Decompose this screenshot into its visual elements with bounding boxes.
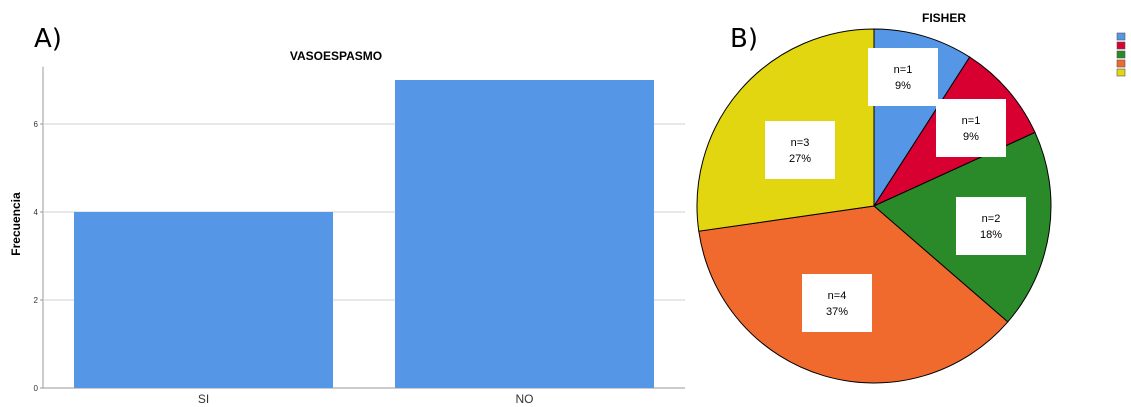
pie-chart-title: FISHER <box>922 11 966 25</box>
legend-swatch <box>1116 41 1126 50</box>
y-tick-label: 0 <box>34 384 39 393</box>
y-axis-label: Frecuencia <box>9 192 23 256</box>
pie-percent-label: 9% <box>895 80 911 92</box>
bar-si <box>74 212 333 388</box>
pie-slice-label: n=437% <box>802 274 872 332</box>
pie-slice-label: n=19% <box>936 99 1006 157</box>
pie-slice-label: n=218% <box>956 197 1026 255</box>
legend-swatch <box>1116 32 1126 41</box>
pie-legend <box>1116 32 1126 77</box>
legend-swatch <box>1116 59 1126 68</box>
pie-percent-label: 27% <box>789 153 811 165</box>
pie-count-label: n=4 <box>828 290 847 302</box>
pie-count-label: n=1 <box>962 115 981 127</box>
pie-slice-label: n=327% <box>765 121 835 179</box>
pie-count-label: n=3 <box>791 137 810 149</box>
pie-count-label: n=1 <box>894 64 913 76</box>
pie-percent-label: 37% <box>826 306 848 318</box>
x-tick-label: NO <box>516 392 534 406</box>
pie-percent-label: 9% <box>963 131 979 143</box>
panel-a-label: A) <box>34 24 62 54</box>
y-tick-label: 4 <box>34 208 39 217</box>
legend-swatch <box>1116 50 1126 59</box>
pie-slice-label: n=19% <box>868 48 938 106</box>
y-tick-label: 2 <box>34 296 39 305</box>
bar-no <box>395 80 654 388</box>
x-tick-label: SI <box>198 392 209 406</box>
pie-percent-label: 18% <box>980 229 1002 241</box>
legend-swatch <box>1116 68 1126 77</box>
pie-count-label: n=2 <box>982 213 1001 225</box>
pie-chart: FISHER n=19%n=19%n=218%n=437%n=327% <box>696 11 1126 384</box>
bar-chart: VASOESPASMO Frecuencia 0 2 4 6 SI NO <box>9 49 685 406</box>
bar-chart-title: VASOESPASMO <box>290 49 382 63</box>
panel-b-label: B) <box>730 24 758 54</box>
y-tick-label: 6 <box>34 120 39 129</box>
